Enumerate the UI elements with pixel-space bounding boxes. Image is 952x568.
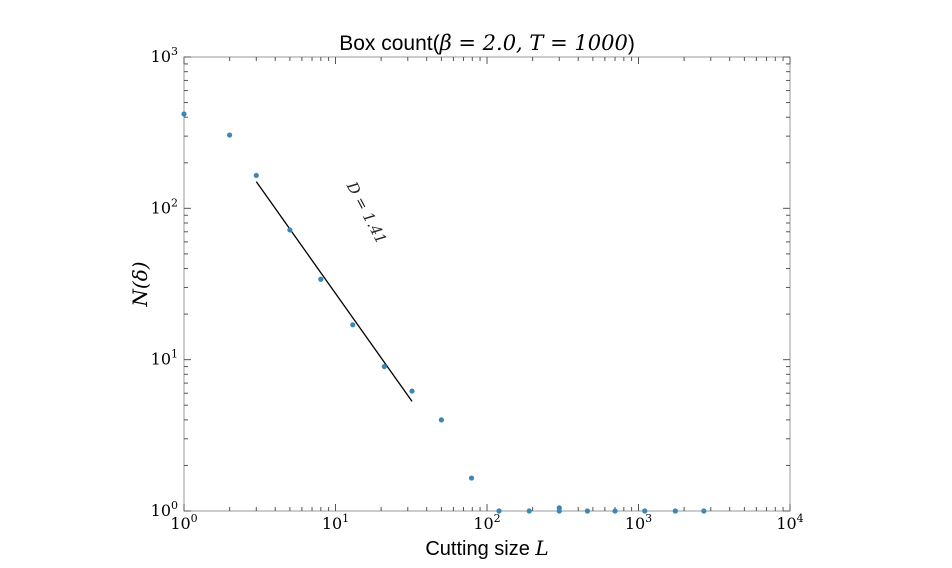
- x-axis-label: Cutting size L: [425, 536, 548, 560]
- data-point: [181, 111, 187, 117]
- data-point: [227, 132, 233, 138]
- y-tick-labels: 100 101 102 103: [151, 45, 178, 520]
- axis-ticks: [183, 56, 791, 512]
- data-point: [287, 227, 293, 233]
- x-tick-label: 103: [625, 512, 652, 533]
- data-point: [584, 508, 591, 514]
- x-tick-label: 104: [776, 512, 803, 533]
- data-point: [350, 322, 356, 328]
- fit-line: [255, 181, 413, 402]
- x-tick-label: 101: [322, 512, 349, 533]
- data-point: [468, 475, 475, 481]
- y-axis-label: N(δ): [128, 261, 152, 307]
- data-point: [409, 388, 415, 394]
- y-tick-label: 102: [151, 196, 178, 217]
- data-point: [701, 508, 707, 514]
- data-point: [438, 417, 444, 423]
- data-point: [556, 508, 562, 514]
- y-tick-label: 100: [151, 499, 178, 520]
- x-tick-label: 102: [473, 512, 500, 533]
- data-points: [181, 111, 707, 514]
- data-point: [253, 172, 259, 179]
- data-point: [642, 508, 648, 514]
- data-point: [496, 508, 502, 514]
- x-tick-label: 100: [170, 512, 197, 533]
- x-tick-labels: 100 101 102 103 104: [170, 512, 803, 533]
- y-tick-label: 103: [151, 45, 178, 66]
- data-point: [612, 508, 618, 514]
- data-point: [318, 276, 324, 282]
- plot-area: [183, 56, 791, 512]
- y-tick-label: 101: [151, 348, 178, 369]
- chart-title: Box count(β = 2.0, T = 1000): [339, 31, 635, 55]
- data-point: [381, 363, 387, 370]
- data-point: [526, 508, 532, 514]
- slope-annotation: D = 1.41: [342, 178, 390, 247]
- data-point: [672, 508, 678, 514]
